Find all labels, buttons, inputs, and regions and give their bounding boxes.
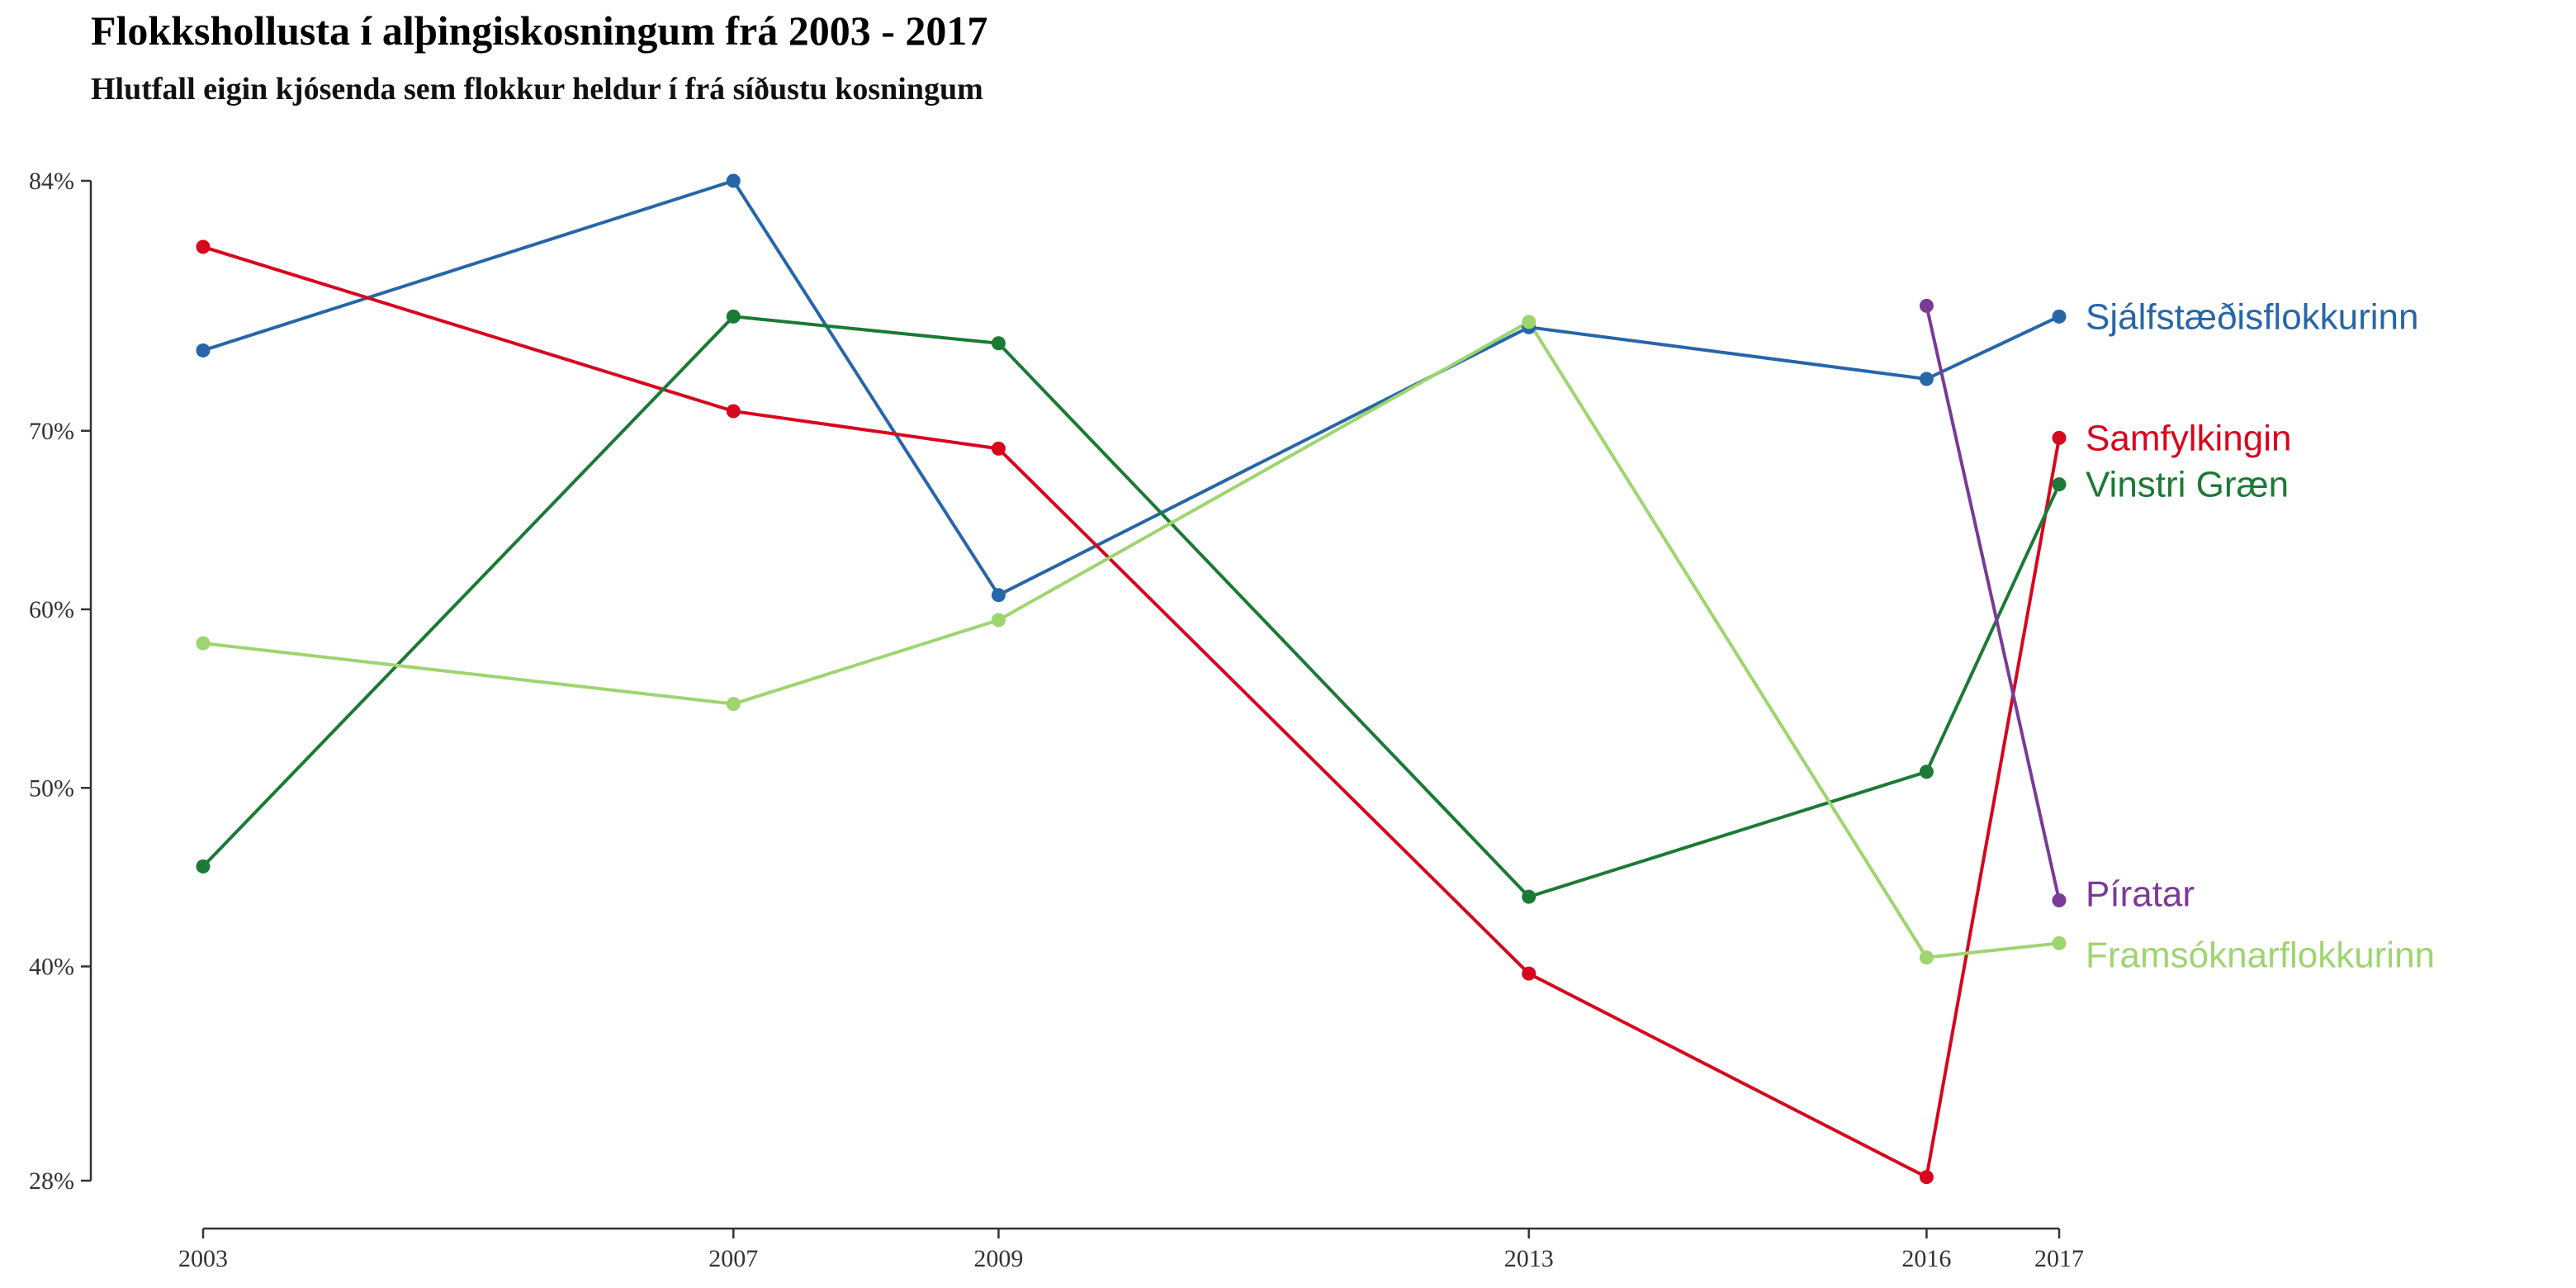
series-2-point xyxy=(1522,889,1537,904)
y-tick-label: 50% xyxy=(29,774,74,802)
series-lines xyxy=(201,179,2061,1179)
series-0-point xyxy=(726,173,741,188)
y-tick-label: 70% xyxy=(29,418,74,445)
series-1-label: Samfylkingin xyxy=(2086,418,2291,458)
x-tick-label: 2013 xyxy=(1504,1245,1554,1272)
series-3-point xyxy=(1919,298,1934,313)
series-4-point xyxy=(1919,950,1934,965)
series-4-point xyxy=(2052,935,2067,950)
series-0-point xyxy=(2052,309,2067,324)
x-tick-label: 2017 xyxy=(2034,1245,2084,1272)
y-tick-label: 28% xyxy=(29,1167,74,1195)
series-4-point xyxy=(1522,315,1537,329)
series-2-line xyxy=(201,315,2061,899)
series-4-line xyxy=(202,320,2060,959)
chart-title: Flokkshollusta í alþingiskosningum frá 2… xyxy=(91,7,988,54)
x-tick-label: 2007 xyxy=(708,1245,758,1272)
series-4-point xyxy=(991,613,1006,627)
x-tick-label: 2009 xyxy=(973,1245,1023,1272)
series-2-point xyxy=(991,336,1006,351)
series-labels: Sjálfstæðisflokkurinn Samfylkingin Vinstri… xyxy=(2086,296,2435,975)
series-4-point xyxy=(196,636,211,651)
x-tick-label: 2003 xyxy=(178,1245,228,1272)
series-4-point xyxy=(726,697,741,712)
series-0-label: Sjálfstæðisflokkurinn xyxy=(2086,296,2419,337)
series-2-point xyxy=(2052,477,2067,492)
series-1-line xyxy=(202,245,2061,1179)
series-2-point xyxy=(1919,765,1934,779)
series-1-point xyxy=(991,441,1006,456)
series-2-point xyxy=(196,859,211,874)
y-tick-label: 40% xyxy=(29,954,74,981)
series-1-point xyxy=(1919,1170,1934,1185)
series-3-line xyxy=(1925,305,2061,901)
series-1-point xyxy=(1522,966,1537,981)
series-3-label: Píratar xyxy=(2086,874,2195,914)
series-0-point xyxy=(991,588,1006,603)
y-tick-label: 84% xyxy=(29,168,74,195)
x-tick-label: 2016 xyxy=(1901,1245,1951,1272)
axes: 28% 40% 50% 60% 70% 84% 2003 2007 2009 2013 2016 20… xyxy=(29,168,2084,1272)
series-2-point xyxy=(726,309,741,324)
series-0-point xyxy=(1919,372,1934,386)
series-4-label: Framsóknarflokkurinn xyxy=(2086,935,2435,975)
series-1-point xyxy=(726,404,741,419)
series-1-point xyxy=(2052,430,2067,445)
y-tick-label: 60% xyxy=(29,596,74,623)
series-0-line xyxy=(202,179,2060,597)
series-1-point xyxy=(196,239,211,254)
series-points xyxy=(196,173,2067,1185)
series-3-point xyxy=(2052,893,2067,907)
series-0-point xyxy=(196,343,211,358)
chart-subtitle: Hlutfall eigin kjósenda sem flokkur held… xyxy=(91,72,983,107)
series-2-label: Vinstri Græn xyxy=(2086,465,2289,505)
